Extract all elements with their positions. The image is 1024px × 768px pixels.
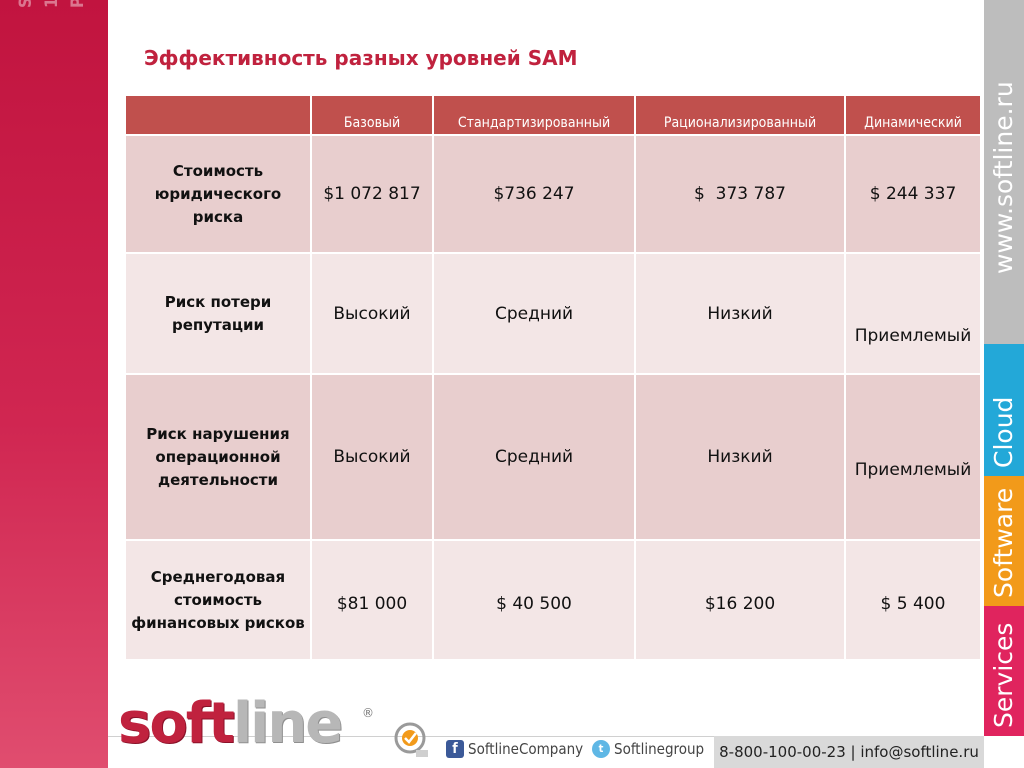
- table-cell: $16 200: [634, 539, 846, 661]
- row-label: Риск потери репутации: [124, 252, 312, 375]
- registered-mark: ®: [362, 706, 374, 720]
- table-row: Риск потери репутации Высокий Средний Ни…: [124, 252, 982, 375]
- column-header-rationalized: Рационализированный: [634, 94, 846, 136]
- sgs-certification-icon: [394, 722, 428, 757]
- twitter-link[interactable]: t Softlinegroup: [592, 738, 704, 760]
- software-label: Software: [989, 487, 1018, 598]
- table-row: Риск нарушения операционной деятельности…: [124, 373, 982, 541]
- table-cell: Низкий: [634, 252, 846, 375]
- table-cell: $ 373 787: [634, 134, 846, 254]
- sam-levels-table: Базовый Стандартизированный Рационализир…: [124, 94, 982, 661]
- twitter-label: Softlinegroup: [614, 740, 705, 758]
- logo-part-line: line: [232, 691, 343, 756]
- table-row: Стоимость юридического риска $1 072 817 …: [124, 134, 982, 254]
- contact-info: 8-800-100-00-23 | info@softline.ru: [714, 736, 984, 768]
- table-cell: Средний: [432, 373, 636, 541]
- column-header-basic: Базовый: [310, 94, 434, 136]
- table-cell: $81 000: [310, 539, 434, 661]
- cloud-stripe: Cloud: [984, 344, 1024, 476]
- table-row: Среднегодовая стоимость финансовых риско…: [124, 539, 982, 661]
- table-cell: Высокий: [310, 373, 434, 541]
- left-sidebar: SERVICES 0101000101 SOFTWARE 1001101010 …: [0, 0, 108, 768]
- software-stripe: Software: [984, 476, 1024, 606]
- left-sidebar-line: 1100110101001011101 CONSULTING HARDWARE …: [42, 0, 62, 8]
- table-cell: $1 072 817: [310, 134, 434, 254]
- table-cell: $736 247: [432, 134, 636, 254]
- column-header-standardized: Стандартизированный: [432, 94, 636, 136]
- softline-logo: softline: [118, 691, 343, 756]
- left-sidebar-line: PREVENTION PROTECTION 10100 TECHNICAL SU…: [68, 0, 88, 8]
- table-cell: Приемлемый: [844, 252, 982, 375]
- site-url: www.softline.ru: [989, 81, 1018, 274]
- footer-divider: [108, 736, 984, 737]
- table-cell: Низкий: [634, 373, 846, 541]
- services-label: Services: [989, 622, 1018, 728]
- table-cell: $ 40 500: [432, 539, 636, 661]
- cloud-label: Cloud: [989, 396, 1018, 468]
- table-header-row: Базовый Стандартизированный Рационализир…: [124, 94, 982, 136]
- right-brand-bar: www.softline.ru Cloud Software Services: [984, 0, 1024, 768]
- row-label: Риск нарушения операционной деятельности: [124, 373, 312, 541]
- table-cell: Высокий: [310, 252, 434, 375]
- site-stripe: www.softline.ru: [984, 0, 1024, 344]
- table-cell: Средний: [432, 252, 636, 375]
- page-title: Эффективность разных уровней SAM: [144, 46, 578, 70]
- table-cell: $ 244 337: [844, 134, 982, 254]
- row-label: Стоимость юридического риска: [124, 134, 312, 254]
- facebook-label: SoftlineCompany: [468, 740, 584, 758]
- table-cell: Приемлемый: [844, 373, 982, 541]
- facebook-link[interactable]: f SoftlineCompany: [446, 738, 583, 760]
- left-sidebar-line: SERVICES 0101000101 SOFTWARE 1001101010 …: [16, 0, 36, 8]
- facebook-icon: f: [446, 740, 464, 758]
- twitter-icon: t: [592, 740, 610, 758]
- services-stripe: Services: [984, 606, 1024, 736]
- table-cell: $ 5 400: [844, 539, 982, 661]
- row-label: Среднегодовая стоимость финансовых риско…: [124, 539, 312, 661]
- logo-part-soft: soft: [118, 691, 235, 756]
- column-header-dynamic: Динамический: [844, 94, 982, 136]
- table-corner-cell: [124, 94, 312, 136]
